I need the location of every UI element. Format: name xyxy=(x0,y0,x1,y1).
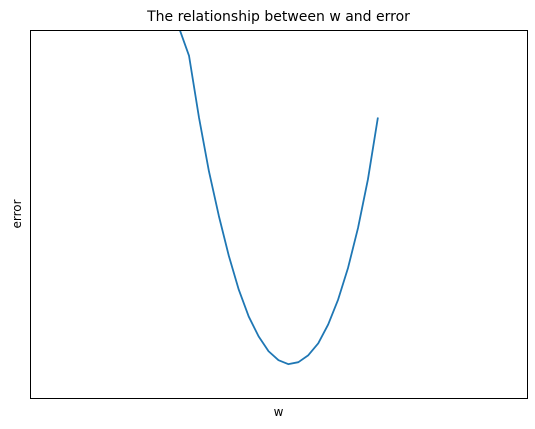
series-line-1 xyxy=(178,30,379,366)
plot-frame xyxy=(30,30,528,399)
x-axis-label: w xyxy=(274,405,284,419)
chart-title: The relationship between w and error xyxy=(146,9,410,25)
plot-area xyxy=(178,30,379,366)
y-axis-label: error xyxy=(10,199,24,228)
